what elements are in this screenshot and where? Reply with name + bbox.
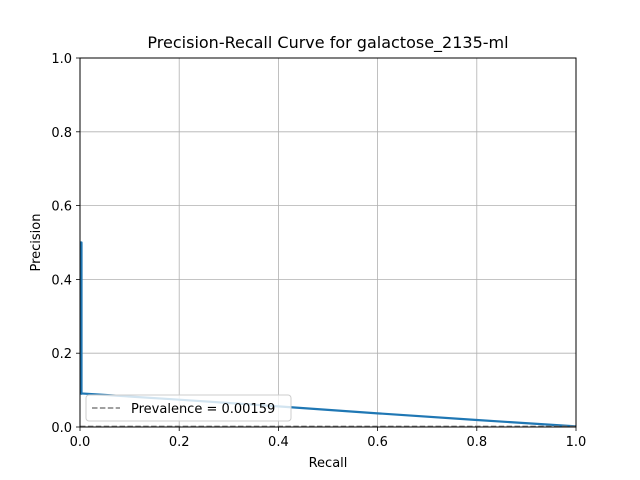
x-tick-label: 0.2	[169, 435, 190, 450]
x-tick-label: 1.0	[566, 435, 587, 450]
y-tick-label: 0.8	[51, 126, 72, 141]
legend-box	[85, 394, 292, 422]
x-tick-label: 0.4	[268, 435, 289, 450]
x-tick-label: 0.6	[367, 435, 388, 450]
y-tick-label: 0.2	[51, 347, 72, 362]
y-tick-label: 0.4	[51, 273, 72, 288]
x-tick-label: 0.8	[466, 435, 487, 450]
legend: Prevalence = 0.00159	[85, 394, 292, 422]
y-tick-label: 1.0	[51, 52, 72, 67]
y-tick-label: 0.0	[51, 421, 72, 436]
y-axis-label: Precision	[29, 213, 44, 271]
grid	[79, 57, 577, 428]
legend-label-prevalence: Prevalence = 0.00159	[131, 402, 275, 417]
ticks: 0.0 0.2 0.4 0.6 0.8 1.0 0.0 0.2 0.4 0.6 0.8 1.0	[51, 52, 586, 450]
chart-title: Precision-Recall Curve for galactose_213…	[147, 33, 508, 53]
x-tick-label: 0.0	[70, 435, 91, 450]
plot-frame	[79, 57, 577, 428]
y-tick-label: 0.6	[51, 200, 72, 215]
x-axis-label: Recall	[309, 456, 348, 471]
